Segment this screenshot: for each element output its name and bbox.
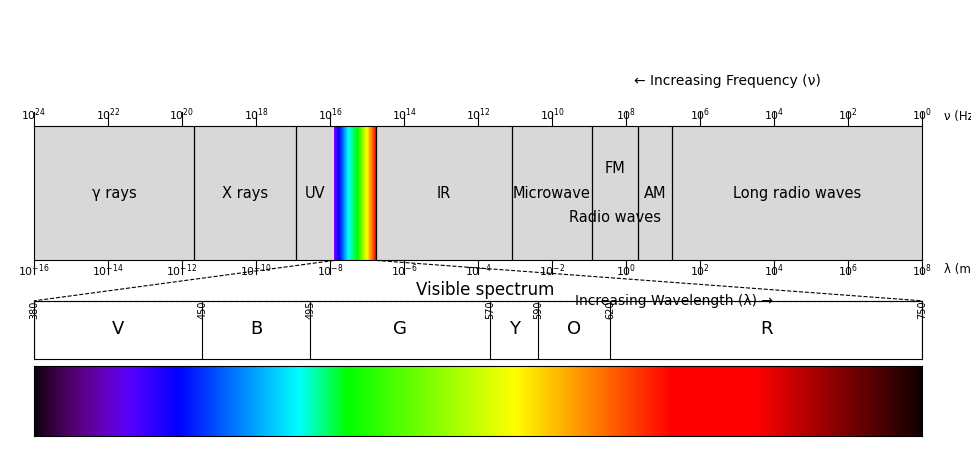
Text: 570: 570 xyxy=(486,301,495,319)
Text: $10^{16}$: $10^{16}$ xyxy=(318,107,343,123)
Text: $10^{8}$: $10^{8}$ xyxy=(913,263,932,279)
Text: O: O xyxy=(567,320,582,338)
Text: $10^{6}$: $10^{6}$ xyxy=(690,107,711,123)
Text: AM: AM xyxy=(644,185,666,201)
Text: $10^{-2}$: $10^{-2}$ xyxy=(539,263,565,279)
Text: $10^{0}$: $10^{0}$ xyxy=(913,107,932,123)
Text: Long radio waves: Long radio waves xyxy=(733,185,861,201)
Text: $10^{22}$: $10^{22}$ xyxy=(95,107,120,123)
Text: $10^{2}$: $10^{2}$ xyxy=(838,107,858,123)
Text: 380: 380 xyxy=(29,301,39,319)
Text: $10^{-14}$: $10^{-14}$ xyxy=(92,263,123,279)
Text: UV: UV xyxy=(305,185,325,201)
Text: $10^{18}$: $10^{18}$ xyxy=(244,107,269,123)
Text: ← Increasing Frequency (ν): ← Increasing Frequency (ν) xyxy=(633,74,820,88)
Text: 450: 450 xyxy=(197,301,207,319)
Text: $10^{-16}$: $10^{-16}$ xyxy=(18,263,50,279)
Text: 620: 620 xyxy=(605,301,616,319)
Text: X rays: X rays xyxy=(222,185,268,201)
Text: Radio waves: Radio waves xyxy=(569,210,661,225)
Text: $10^{0}$: $10^{0}$ xyxy=(617,263,636,279)
Text: $10^{8}$: $10^{8}$ xyxy=(617,107,636,123)
Text: Visible spectrum: Visible spectrum xyxy=(417,281,554,299)
Text: $10^{12}$: $10^{12}$ xyxy=(466,107,490,123)
Text: B: B xyxy=(250,320,262,338)
Text: G: G xyxy=(393,320,407,338)
Text: $10^{4}$: $10^{4}$ xyxy=(764,263,785,279)
Text: $10^{6}$: $10^{6}$ xyxy=(838,263,858,279)
Text: $10^{14}$: $10^{14}$ xyxy=(391,107,417,123)
Text: γ rays: γ rays xyxy=(91,185,136,201)
Text: Y: Y xyxy=(509,320,519,338)
Text: Microwave: Microwave xyxy=(513,185,591,201)
Text: 495: 495 xyxy=(305,301,316,319)
Text: 750: 750 xyxy=(918,301,927,319)
Text: V: V xyxy=(112,320,124,338)
Text: $10^{-4}$: $10^{-4}$ xyxy=(465,263,491,279)
Text: $10^{24}$: $10^{24}$ xyxy=(21,107,47,123)
Text: $10^{-10}$: $10^{-10}$ xyxy=(241,263,272,279)
Text: $10^{4}$: $10^{4}$ xyxy=(764,107,785,123)
Text: $10^{-8}$: $10^{-8}$ xyxy=(317,263,344,279)
Text: $10^{10}$: $10^{10}$ xyxy=(540,107,565,123)
Text: $10^{-6}$: $10^{-6}$ xyxy=(391,263,418,279)
Text: Increasing Wavelength (λ) →: Increasing Wavelength (λ) → xyxy=(575,294,773,308)
Text: $10^{2}$: $10^{2}$ xyxy=(690,263,711,279)
Text: ν (Hz): ν (Hz) xyxy=(944,110,971,123)
Text: 590: 590 xyxy=(533,301,543,319)
Text: $10^{20}$: $10^{20}$ xyxy=(170,107,194,123)
Text: $10^{-12}$: $10^{-12}$ xyxy=(166,263,198,279)
Text: λ (m): λ (m) xyxy=(944,263,971,276)
Text: FM: FM xyxy=(605,161,625,176)
Text: R: R xyxy=(760,320,773,338)
Text: IR: IR xyxy=(437,185,452,201)
